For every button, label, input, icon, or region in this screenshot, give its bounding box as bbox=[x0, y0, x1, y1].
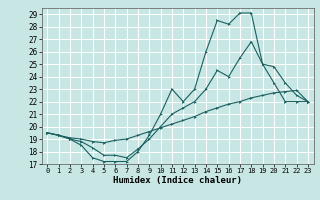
X-axis label: Humidex (Indice chaleur): Humidex (Indice chaleur) bbox=[113, 176, 242, 185]
